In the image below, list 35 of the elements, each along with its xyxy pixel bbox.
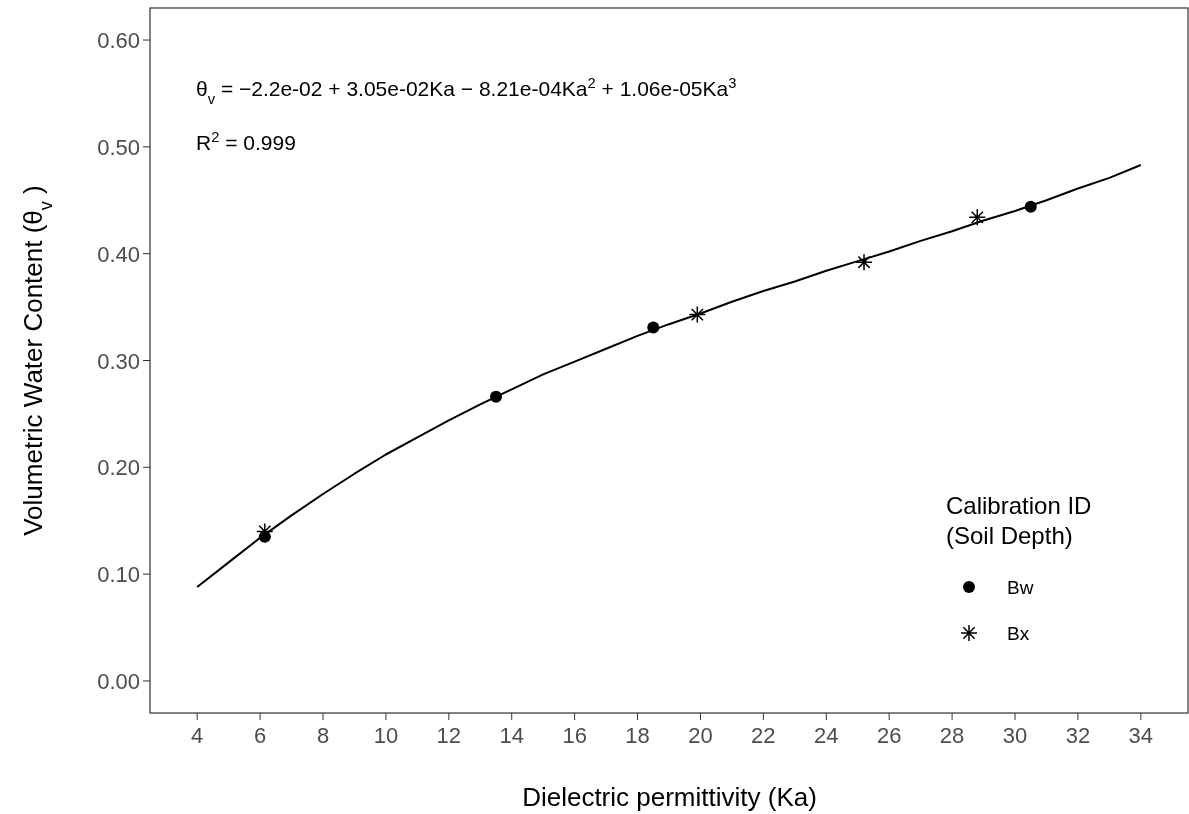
x-axis-title: Dielectric permittivity (Ka) [522, 782, 817, 812]
y-tick-label: 0.50 [97, 134, 140, 160]
point [490, 390, 502, 403]
legend-label: Bw [1007, 577, 1034, 598]
point [647, 321, 660, 334]
point [855, 253, 873, 271]
annotation: R$^{2}$ = 0.999 [196, 129, 296, 154]
x-tick-label: 18 [625, 723, 650, 748]
x-tick-label: 10 [373, 723, 399, 748]
y-tick-label: 0.30 [97, 348, 140, 374]
x-tick-label: 4 [191, 723, 204, 748]
y-tick-label: 0.60 [97, 28, 140, 54]
x-tick-label: 6 [253, 723, 267, 748]
legend-title: Calibration ID (Soil Depth) [946, 492, 1092, 549]
x-tick-label: 28 [939, 723, 965, 748]
x-tick-label: 32 [1065, 723, 1091, 748]
point [1024, 200, 1037, 213]
y-tick-label: 0.10 [97, 562, 140, 588]
x-tick-label: 16 [562, 723, 587, 748]
x-tick-label: 8 [316, 723, 330, 748]
annotation: θ$_{v}$ = −2.2e-02 + 3.05e-02Ka − 8.21e-04Ka$^{2}$ + 1.06e-05Ka$^{3}$ [196, 75, 737, 107]
x-tick-label: 26 [876, 723, 902, 748]
x-tick-label: 14 [499, 723, 524, 748]
x-tick-label: 24 [814, 723, 839, 748]
x-tick-label: 12 [436, 723, 462, 748]
x-tick-label: 30 [1002, 723, 1028, 748]
legend-label: Bx [1007, 623, 1030, 644]
x-tick-label: 34 [1128, 723, 1154, 748]
x-tick-label: 22 [751, 723, 776, 748]
point [688, 305, 707, 324]
y-tick-label: 0.00 [97, 668, 140, 694]
x-tick-label: 20 [688, 723, 713, 748]
point [968, 208, 986, 227]
y-tick-label: 0.40 [97, 241, 140, 267]
y-tick-label: 0.20 [97, 455, 140, 481]
